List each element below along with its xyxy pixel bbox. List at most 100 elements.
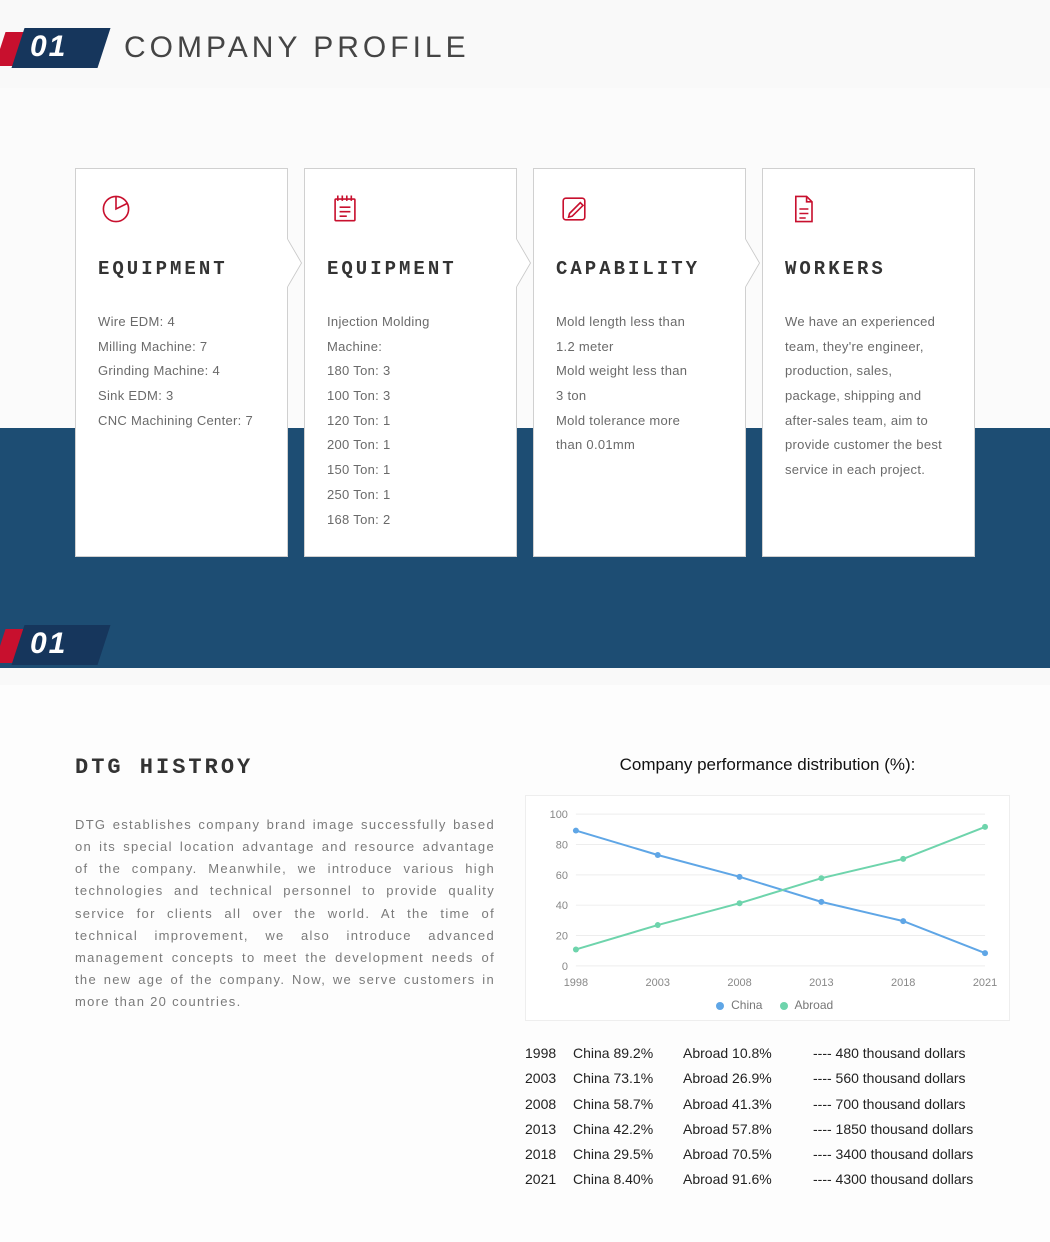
card-equipment-2: EQUIPMENT Injection MoldingMachine:180 T… <box>304 168 517 557</box>
year-breakdown-table: 1998China 89.2%Abroad 10.8%---- 480 thou… <box>525 1041 1010 1192</box>
text-line: 180 Ton: 3 <box>327 359 496 384</box>
year-row: 2003China 73.1%Abroad 26.9%---- 560 thou… <box>525 1066 1010 1091</box>
svg-text:2018: 2018 <box>891 977 915 989</box>
text-line: Mold length less than <box>556 310 725 335</box>
section-title: COMPANY PROFILE <box>124 31 470 65</box>
section-badge: 01 <box>0 28 104 68</box>
card-title: EQUIPMENT <box>327 258 496 280</box>
history-paragraph: DTG establishes company brand image succ… <box>75 814 495 1013</box>
abroad-pct: Abroad 10.8% <box>683 1041 813 1066</box>
year: 2018 <box>525 1142 573 1167</box>
text-line: CNC Machining Center: 7 <box>98 409 267 434</box>
card-title: WORKERS <box>785 258 954 280</box>
china-pct: China 8.40% <box>573 1167 683 1192</box>
text-line: Wire EDM: 4 <box>98 310 267 335</box>
year: 1998 <box>525 1041 573 1066</box>
abroad-pct: Abroad 41.3% <box>683 1092 813 1117</box>
history-body: DTG HISTROY DTG establishes company bran… <box>0 685 1050 1242</box>
card-body: Wire EDM: 4Milling Machine: 7Grinding Ma… <box>98 310 267 433</box>
chart-title: Company performance distribution (%): <box>525 755 1010 775</box>
text-line: package, shipping and <box>785 384 954 409</box>
year-row: 2021China 8.40%Abroad 91.6%---- 4300 tho… <box>525 1167 1010 1192</box>
card-workers: WORKERS We have an experiencedteam, they… <box>762 168 975 557</box>
china-pct: China 58.7% <box>573 1092 683 1117</box>
card-body: We have an experiencedteam, they're engi… <box>785 310 954 483</box>
svg-text:20: 20 <box>556 931 568 943</box>
section-1-header: 01 COMPANY PROFILE <box>0 0 1050 88</box>
card-capability: CAPABILITY Mold length less than1.2 mete… <box>533 168 746 557</box>
svg-text:2013: 2013 <box>809 977 833 989</box>
history-chart-column: Company performance distribution (%): 0 2… <box>525 755 1050 1192</box>
amount: ---- 700 thousand dollars <box>813 1096 966 1112</box>
text-line: Mold weight less than <box>556 359 725 384</box>
legend-dot-china <box>716 1002 724 1010</box>
chart-legend: China Abroad <box>538 998 997 1012</box>
card-title: CAPABILITY <box>556 258 725 280</box>
year-row: 1998China 89.2%Abroad 10.8%---- 480 thou… <box>525 1041 1010 1066</box>
china-pct: China 89.2% <box>573 1041 683 1066</box>
year: 2021 <box>525 1167 573 1192</box>
pie-slice-icon <box>98 191 267 232</box>
svg-text:2008: 2008 <box>727 977 751 989</box>
amount: ---- 4300 thousand dollars <box>813 1171 973 1187</box>
history-section: 01 COMPANY PROFILE-Histroy DTG HISTROY D… <box>0 597 1050 1242</box>
text-line: Machine: <box>327 335 496 360</box>
text-line: service in each project. <box>785 458 954 483</box>
pencil-square-icon <box>556 191 725 232</box>
abroad-pct: Abroad 70.5% <box>683 1142 813 1167</box>
year-row: 2018China 29.5%Abroad 70.5%---- 3400 tho… <box>525 1142 1010 1167</box>
abroad-pct: Abroad 57.8% <box>683 1117 813 1142</box>
text-line: 150 Ton: 1 <box>327 458 496 483</box>
performance-chart: 0 20 40 60 80 100 1998 2003 2008 2013 2018 2021 Chi… <box>525 795 1010 1021</box>
year-row: 2013China 42.2%Abroad 57.8%---- 1850 tho… <box>525 1117 1010 1142</box>
section-badge-number: 01 <box>30 627 67 661</box>
year: 2003 <box>525 1066 573 1091</box>
text-line: Injection Molding <box>327 310 496 335</box>
text-line: 100 Ton: 3 <box>327 384 496 409</box>
card-equipment-1: EQUIPMENT Wire EDM: 4Milling Machine: 7G… <box>75 168 288 557</box>
amount: ---- 1850 thousand dollars <box>813 1121 973 1137</box>
text-line: than 0.01mm <box>556 433 725 458</box>
text-line: team, they're engineer, <box>785 335 954 360</box>
text-line: Mold tolerance more <box>556 409 725 434</box>
legend-label-china: China <box>731 998 762 1012</box>
text-line: 120 Ton: 1 <box>327 409 496 434</box>
svg-text:60: 60 <box>556 870 568 882</box>
text-line: provide customer the best <box>785 433 954 458</box>
line-chart-svg: 0 20 40 60 80 100 1998 2003 2008 2013 2018 2021 <box>538 804 997 994</box>
amount: ---- 3400 thousand dollars <box>813 1146 973 1162</box>
svg-text:2003: 2003 <box>646 977 670 989</box>
amount: ---- 560 thousand dollars <box>813 1070 966 1086</box>
svg-text:0: 0 <box>562 961 568 973</box>
card-body: Mold length less than1.2 meterMold weigh… <box>556 310 725 458</box>
legend-dot-abroad <box>780 1002 788 1010</box>
history-heading: DTG HISTROY <box>75 755 495 780</box>
svg-text:1998: 1998 <box>564 977 588 989</box>
year: 2013 <box>525 1117 573 1142</box>
notepad-icon <box>327 191 496 232</box>
text-line: 200 Ton: 1 <box>327 433 496 458</box>
legend-label-abroad: Abroad <box>795 998 834 1012</box>
text-line: 3 ton <box>556 384 725 409</box>
china-pct: China 29.5% <box>573 1142 683 1167</box>
card-title: EQUIPMENT <box>98 258 267 280</box>
section-badge-number: 01 <box>30 30 67 64</box>
section-badge: 01 <box>0 625 104 665</box>
year-row: 2008China 58.7%Abroad 41.3%---- 700 thou… <box>525 1092 1010 1117</box>
text-line: 168 Ton: 2 <box>327 508 496 533</box>
svg-text:80: 80 <box>556 840 568 852</box>
cards-band: EQUIPMENT Wire EDM: 4Milling Machine: 7G… <box>0 88 1050 557</box>
text-line: 1.2 meter <box>556 335 725 360</box>
svg-text:40: 40 <box>556 900 568 912</box>
abroad-pct: Abroad 91.6% <box>683 1167 813 1192</box>
year: 2008 <box>525 1092 573 1117</box>
text-line: We have an experienced <box>785 310 954 335</box>
svg-text:2021: 2021 <box>973 977 997 989</box>
china-pct: China 73.1% <box>573 1066 683 1091</box>
text-line: Milling Machine: 7 <box>98 335 267 360</box>
card-body: Injection MoldingMachine:180 Ton: 3100 T… <box>327 310 496 532</box>
text-line: Grinding Machine: 4 <box>98 359 267 384</box>
china-pct: China 42.2% <box>573 1117 683 1142</box>
svg-text:100: 100 <box>550 809 568 821</box>
amount: ---- 480 thousand dollars <box>813 1045 966 1061</box>
